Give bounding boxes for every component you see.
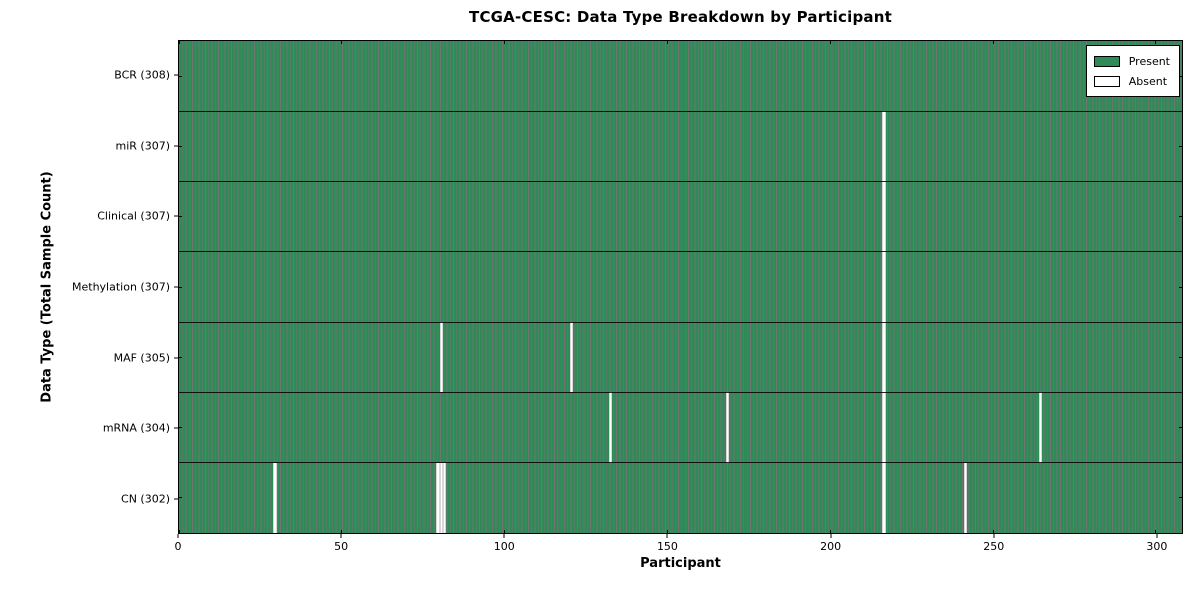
- data-type-row-methylation: [179, 251, 1182, 323]
- ytick-label-clinical: Clinical (307): [97, 209, 170, 223]
- data-type-row-mir: [179, 111, 1182, 182]
- xtick-label: 50: [334, 540, 349, 553]
- xtick-inner-top: [341, 41, 343, 44]
- absent-gap-maf: [569, 322, 574, 393]
- xtick-label: 100: [493, 540, 515, 553]
- xtick-inner-top: [666, 41, 668, 44]
- ytick-label-maf: MAF (305): [113, 351, 170, 365]
- legend-item-absent: Absent: [1093, 71, 1170, 91]
- ytick-inner-left: [179, 75, 182, 77]
- data-type-row-clinical: [179, 181, 1182, 252]
- ytick-inner-right: [1179, 497, 1182, 499]
- legend-label-present: Present: [1128, 54, 1170, 68]
- absent-gap-cn: [273, 462, 277, 533]
- xtick-inner-bottom: [829, 530, 831, 533]
- xtick-label: 250: [983, 540, 1005, 553]
- xtick-label: 0: [174, 540, 182, 553]
- absent-swatch: [1093, 75, 1120, 87]
- absent-gap-maf: [439, 322, 443, 393]
- xtick-inner-top: [1155, 41, 1157, 44]
- xtick-mark: [830, 534, 832, 538]
- data-type-row-mrna: [179, 392, 1182, 463]
- absent-gap-cn: [882, 462, 886, 533]
- row-separator: [179, 251, 1182, 253]
- xtick-mark: [993, 534, 995, 538]
- ytick-label-methylation: Methylation (307): [72, 280, 170, 294]
- absent-gap-clinical: [882, 181, 886, 252]
- absent-gap-maf: [882, 322, 886, 393]
- xtick-inner-bottom: [992, 530, 994, 533]
- xtick-mark: [177, 534, 179, 538]
- ytick-inner-left: [179, 427, 182, 429]
- ytick-inner-left: [179, 497, 182, 499]
- xtick-inner-top: [504, 41, 506, 44]
- xtick-mark: [340, 534, 342, 538]
- ytick-label-bcr: BCR (308): [114, 68, 170, 82]
- xtick-inner-bottom: [504, 530, 506, 533]
- absent-gap-mir: [882, 111, 886, 182]
- present-swatch: [1093, 55, 1120, 67]
- absent-gap-cn: [439, 462, 443, 533]
- absent-gap-mrna: [608, 392, 613, 463]
- ytick-inner-left: [179, 286, 182, 288]
- xtick-inner-top: [992, 41, 994, 44]
- absent-gap-mrna: [882, 392, 886, 463]
- data-type-row-bcr: [179, 41, 1182, 112]
- row-separator: [179, 321, 1182, 323]
- y-axis-ticks: BCR (308) miR (307) Clinical (307) Methylat…: [0, 40, 170, 534]
- rows-layer: [179, 41, 1182, 533]
- xtick-inner-bottom: [178, 530, 180, 533]
- absent-gap-cn: [963, 462, 968, 533]
- ytick-inner-left: [179, 145, 182, 147]
- ytick-inner-left: [179, 216, 182, 218]
- absent-gap-cn: [436, 462, 440, 533]
- absent-gap-methylation: [882, 251, 886, 323]
- absent-gap-cn: [442, 462, 447, 533]
- xtick-inner-top: [178, 41, 180, 44]
- ytick-inner-right: [1179, 75, 1182, 77]
- chart-title: TCGA-CESC: Data Type Breakdown by Partic…: [469, 8, 892, 26]
- ytick-inner-right: [1179, 145, 1182, 147]
- row-separator: [179, 110, 1182, 112]
- ytick-inner-right: [1179, 286, 1182, 288]
- row-separator: [179, 391, 1182, 393]
- xtick-mark: [666, 534, 668, 538]
- legend-item-present: Present: [1093, 51, 1170, 71]
- ytick-label-mir: miR (307): [115, 139, 171, 153]
- x-axis-ticks: 0 50 100 150 200 250 300: [174, 534, 1183, 558]
- ytick-label-cn: CN (302): [121, 492, 170, 506]
- xtick-mark: [503, 534, 505, 538]
- ytick-label-mrna: mRNA (304): [102, 421, 170, 435]
- row-separator: [179, 181, 1182, 183]
- legend-label-absent: Absent: [1128, 74, 1168, 88]
- xtick-label: 150: [656, 540, 678, 553]
- legend: Present Absent: [1085, 45, 1180, 97]
- xtick-label: 200: [820, 540, 842, 553]
- data-type-row-cn: [179, 462, 1182, 533]
- absent-gap-mrna: [726, 392, 730, 463]
- xtick-inner-bottom: [341, 530, 343, 533]
- plot-area: Present Absent: [178, 40, 1183, 534]
- xtick-mark: [1156, 534, 1158, 538]
- xtick-inner-bottom: [666, 530, 668, 533]
- ytick-inner-right: [1179, 356, 1182, 358]
- ytick-inner-right: [1179, 427, 1182, 429]
- ytick-inner-left: [179, 356, 182, 358]
- row-separator: [179, 462, 1182, 464]
- ytick-inner-right: [1179, 216, 1182, 218]
- x-axis-label: Participant: [640, 556, 721, 571]
- xtick-inner-bottom: [1155, 530, 1157, 533]
- absent-gap-mrna: [1038, 392, 1042, 463]
- xtick-label: 300: [1146, 540, 1168, 553]
- xtick-inner-top: [829, 41, 831, 44]
- data-type-row-maf: [179, 322, 1182, 393]
